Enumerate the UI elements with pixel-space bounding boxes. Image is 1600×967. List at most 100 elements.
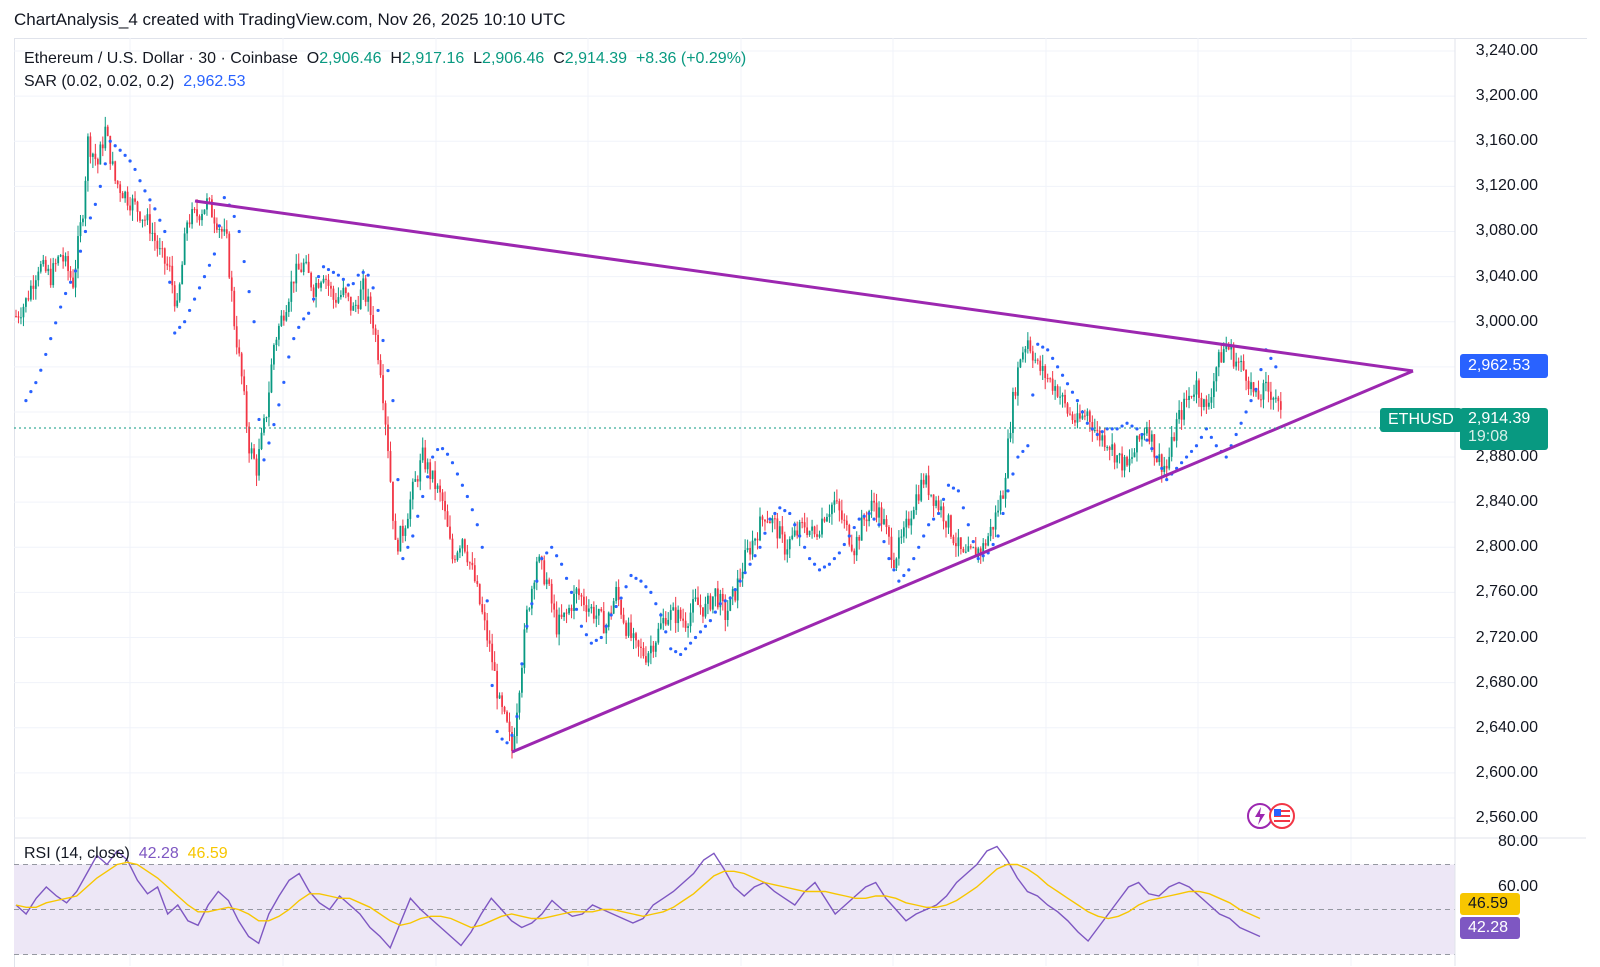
candle-body — [287, 301, 290, 313]
candle-body — [895, 558, 898, 568]
sar-dot — [1041, 345, 1045, 349]
candle-body — [845, 520, 848, 525]
candle-body — [1220, 352, 1223, 363]
candle-body — [952, 536, 955, 544]
candle-body — [131, 198, 134, 211]
candle-body — [404, 528, 407, 536]
sar-dot — [907, 568, 911, 572]
chart-attribution: ChartAnalysis_4 created with TradingView… — [14, 10, 566, 29]
candle-body — [203, 209, 206, 214]
bar-countdown: 19:08 — [1468, 428, 1509, 445]
event-badges[interactable] — [1246, 800, 1302, 832]
candle-body — [1111, 444, 1114, 450]
candle-body — [548, 579, 551, 584]
candle-body — [984, 543, 987, 546]
candle-body — [215, 223, 218, 230]
candle-body — [54, 263, 57, 265]
candle-body — [645, 656, 647, 663]
flag-stripe-icon — [1274, 815, 1290, 817]
candle-body — [615, 586, 618, 602]
candle-body — [1138, 435, 1141, 440]
rsi-ma-tag: 46.59 — [1460, 893, 1520, 915]
candle-body — [1168, 456, 1171, 469]
candle-body — [679, 609, 682, 619]
candle-body — [640, 646, 642, 648]
sar-dot — [688, 641, 693, 645]
candle-body — [369, 296, 372, 315]
candle-body — [543, 560, 546, 585]
sar-legend: SAR (0.02, 0.02, 0.2) 2,962.53 — [24, 73, 245, 91]
candle-body — [364, 278, 367, 302]
candle-body — [1064, 394, 1066, 404]
candle-body — [91, 153, 94, 157]
candle-body — [339, 294, 342, 298]
candle-body — [721, 593, 724, 602]
sar-dot — [312, 297, 316, 301]
candle-body — [1267, 381, 1270, 392]
candle-body — [558, 614, 561, 635]
last-price-value: 2,914.39 — [1468, 410, 1531, 427]
triangle-pattern[interactable] — [194, 199, 1414, 754]
sar-label[interactable]: SAR (0.02, 0.02, 0.2) — [24, 73, 175, 90]
candle-body — [454, 559, 456, 561]
sar-dot — [54, 321, 58, 325]
sar-dot — [822, 565, 827, 569]
candle-body — [761, 516, 764, 520]
sar-dot — [59, 305, 63, 309]
candle-body — [982, 543, 985, 554]
candle-body — [607, 612, 610, 627]
candle-body — [704, 603, 707, 617]
rsi-label[interactable]: RSI (14, close) — [24, 845, 130, 862]
sar-dot — [941, 497, 946, 501]
candle-body — [106, 126, 109, 136]
candle-body — [377, 334, 379, 361]
candle-body — [409, 499, 412, 519]
candle-body — [759, 516, 761, 541]
candle-body — [1093, 429, 1096, 431]
candle-body — [312, 287, 315, 297]
candle-body — [384, 403, 387, 425]
symbol-title[interactable]: Ethereum / U.S. Dollar · 30 · Coinbase — [24, 50, 298, 67]
candle-body — [263, 418, 265, 433]
candle-body — [280, 315, 283, 326]
sar-dot — [599, 635, 603, 640]
sar-dot — [644, 585, 648, 589]
sar-dot — [192, 297, 197, 301]
candle-body — [942, 506, 945, 522]
candle-body — [979, 548, 982, 554]
sar-dot — [515, 714, 519, 719]
sar-dot — [555, 554, 559, 558]
candle-body — [885, 519, 888, 528]
price-axis-tick: 3,200.00 — [1475, 87, 1538, 105]
candle-body — [1247, 380, 1250, 390]
support-trendline[interactable] — [511, 369, 1414, 754]
sar-dot — [837, 551, 841, 555]
candle-body — [729, 596, 732, 611]
candle-body — [649, 645, 652, 654]
sar-dot — [426, 475, 430, 479]
candle-body — [57, 256, 60, 264]
candle-body — [1235, 361, 1238, 367]
sar-dot — [440, 446, 445, 451]
candle-body — [161, 248, 164, 250]
candle-body — [171, 265, 174, 286]
sar-dot — [778, 506, 782, 510]
sar-dot — [302, 317, 306, 321]
candle-body — [25, 298, 27, 307]
resistance-trendline[interactable] — [194, 199, 1414, 373]
sar-dot — [867, 511, 871, 516]
candle-body — [39, 264, 42, 272]
candle-body — [654, 642, 657, 652]
price-axis-tick: 2,680.00 — [1475, 673, 1538, 691]
candle-body — [1274, 397, 1277, 399]
sar-dot — [808, 556, 812, 561]
sar-dot — [1011, 472, 1015, 476]
candle-body — [992, 526, 995, 530]
candle-body — [838, 501, 841, 511]
sar-dot — [976, 556, 980, 561]
candle-body — [151, 232, 154, 234]
high-value: 2,917.16 — [401, 50, 465, 67]
candle-body — [37, 271, 40, 281]
sar-dot — [713, 610, 717, 614]
